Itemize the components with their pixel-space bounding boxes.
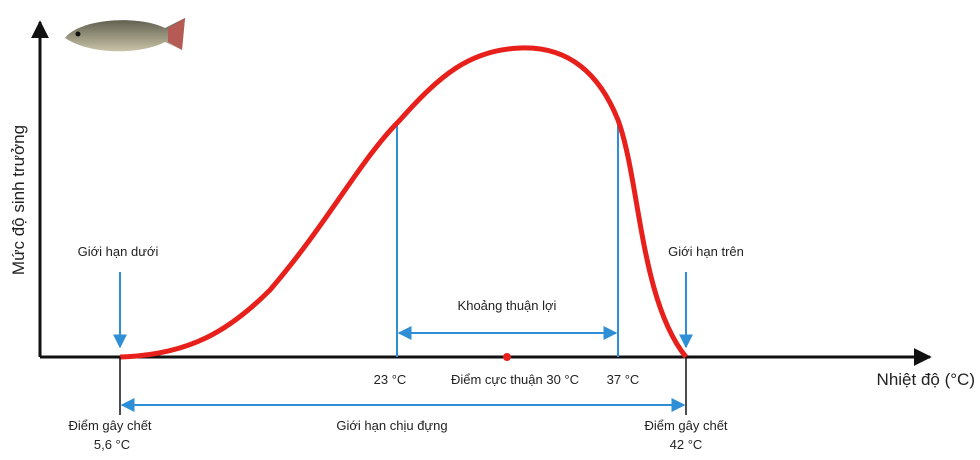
- lethal-high-label: Điểm gây chết: [644, 418, 727, 433]
- growth-curve: [119, 45, 688, 360]
- lethal-high-value: 42 °C: [670, 437, 703, 452]
- optimum-dot: [503, 353, 511, 361]
- favorable-label: Khoảng thuận lợi: [458, 298, 557, 313]
- lower-limit-label: Giới hạn dưới: [78, 244, 159, 259]
- x-axis-label: Nhiệt độ (°C): [877, 370, 975, 389]
- lethal-low-value: 5,6 °C: [94, 437, 130, 452]
- upper-limit-label: Giới hạn trên: [668, 244, 744, 259]
- lethal-low-label: Điểm gây chết: [68, 418, 151, 433]
- y-axis-label: Mức độ sinh trưởng: [9, 125, 28, 275]
- t37-label: 37 °C: [607, 372, 640, 387]
- tolerance-label: Giới hạn chịu đựng: [336, 418, 447, 433]
- fish-icon: [65, 18, 185, 52]
- t23-label: 23 °C: [374, 372, 407, 387]
- optimum-label: Điểm cực thuận 30 °C: [451, 372, 579, 387]
